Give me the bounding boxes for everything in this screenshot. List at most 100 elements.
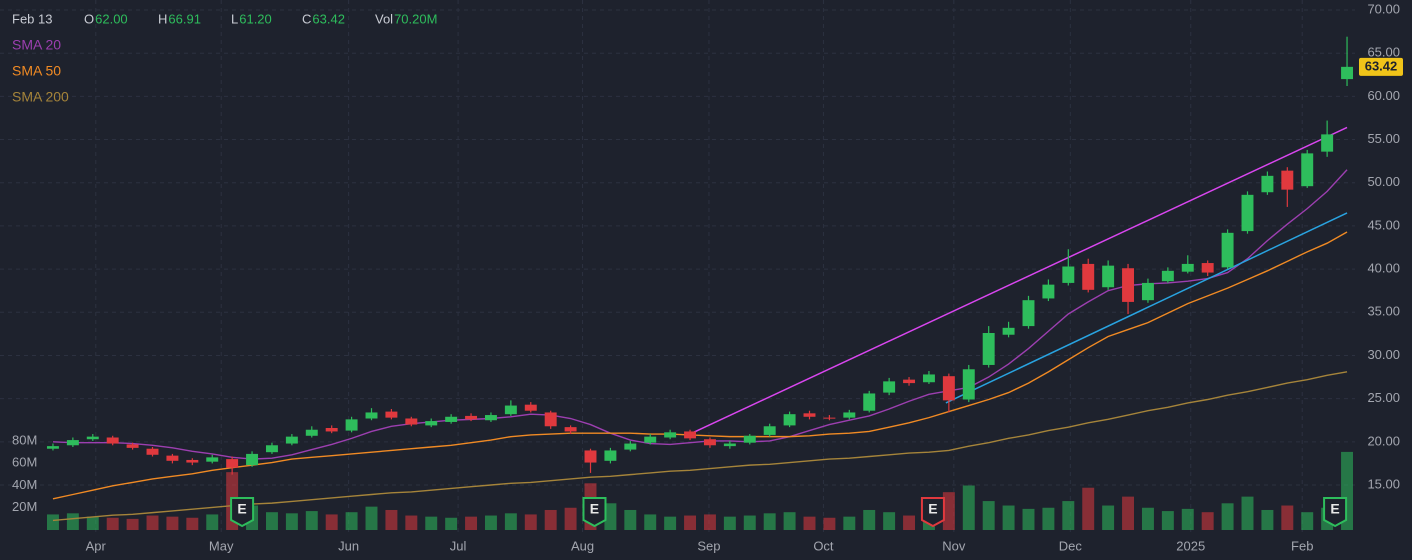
candle-body [1261,175,1274,193]
volume-bar [763,513,776,530]
volume-bar [385,509,398,530]
earnings-badge [582,497,607,528]
x-tick-label: Nov [942,538,966,553]
candle-body [285,436,298,444]
candle-body [345,419,358,431]
candle-body [126,444,139,448]
candle-body [1082,263,1095,290]
volume-bar [903,515,916,530]
labels: Apr May Jun Jul Aug Sep Oct Nov Dec 2025 Feb 15.00 2… [12,1,1403,553]
candle-body [405,418,418,425]
candle-body [1141,282,1154,301]
candle-body [1241,194,1254,232]
y-tick-label: 35.00 [1367,304,1400,319]
candle-body [664,432,677,438]
y-tick-label: 55.00 [1367,131,1400,146]
volume-bar [982,501,995,530]
volume-bar [504,513,517,530]
volume-bar [46,514,59,530]
volume-bar [624,509,637,530]
header-field-value: 70.20M [394,11,437,26]
earnings-label: E [1330,501,1339,517]
volume-tick-label: 80M [12,432,37,447]
y-tick-label: 50.00 [1367,174,1400,189]
volume-bar [166,516,179,530]
earnings-label: E [928,501,937,517]
volume-bar [1341,451,1354,530]
header-field-label: L [231,11,238,26]
volume-bar [843,516,856,530]
y-tick-label: 40.00 [1367,261,1400,276]
candle-body [325,428,338,432]
x-tick-label: Feb [1291,538,1313,553]
x-tick-label: Dec [1059,538,1083,553]
x-tick-label: May [209,538,234,553]
earnings-badge [1323,497,1348,528]
header-field-label: H [158,11,167,26]
volume-bar [66,513,79,530]
candle-body [644,436,657,443]
volume-bar [1281,505,1294,530]
candle-body [703,439,716,446]
candle-body [265,445,278,453]
volume-bar [883,512,896,530]
trend-line [945,212,1348,404]
grid [0,0,1355,535]
header-field-label: O [84,11,94,26]
volume-bar [743,515,756,530]
candle-body [365,412,378,419]
candle-body [385,411,398,418]
candle-body [544,412,557,427]
volume-bar [524,514,537,530]
volume-bar [1161,511,1174,530]
candle-body [425,421,438,426]
volume-bar [803,516,816,530]
candle-body [843,412,856,418]
x-tick-label: Sep [697,538,720,553]
volume-bar [1141,507,1154,530]
candle-body [863,393,876,411]
y-tick-label: 65.00 [1367,45,1400,60]
candle-body [484,415,497,421]
candle-body [763,426,776,435]
header-field-value: 63.42 [312,11,345,26]
price-tag [1359,57,1403,76]
candle-body [1281,170,1294,190]
x-tick-label: 2025 [1176,538,1205,553]
volume-bar [484,515,497,530]
candle-body [1042,284,1055,299]
volume-bar [1062,501,1075,530]
volume-bar [405,515,418,530]
candle-body [465,415,478,420]
candle-body [1062,266,1075,283]
trend-line [687,126,1348,436]
volume-bar [1261,509,1274,530]
volume-bar [265,512,278,530]
volume-bar [206,514,219,530]
candle-body [186,459,199,463]
legend-entry: SMA 50 [12,63,61,79]
candle-body [942,376,955,401]
candle-body [226,459,239,468]
y-tick-label: 70.00 [1367,1,1400,16]
candle-body [246,453,259,466]
volume-bar [1042,507,1055,530]
earnings-badge [230,497,255,528]
volume-bar [126,518,139,530]
volume-bar [465,516,478,530]
volume-bar [644,514,657,530]
candle-body [66,440,79,446]
earnings-label: E [237,501,246,517]
volume-bar [1102,505,1115,530]
candle-body [1181,263,1194,272]
candle-body [1022,300,1035,327]
volume-bar [1122,496,1135,530]
earnings-label: E [590,501,599,517]
volume-bar [564,507,577,530]
y-tick-label: 45.00 [1367,217,1400,232]
candle-body [206,457,219,462]
candle-body [684,431,697,439]
volume-bar [604,503,617,530]
candle-body [86,436,99,440]
